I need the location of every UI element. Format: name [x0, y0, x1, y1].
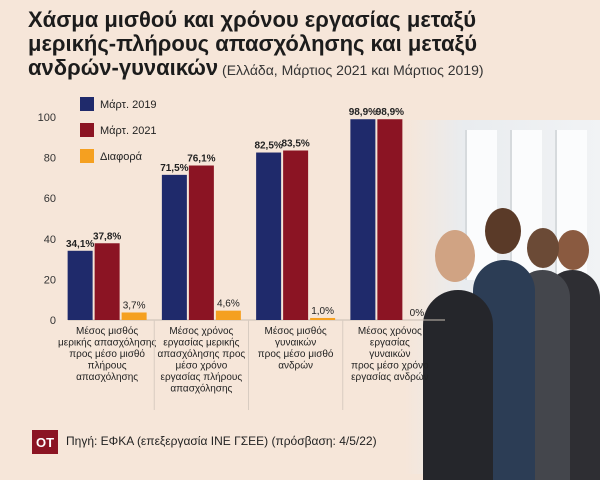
data-label: 0%: [410, 308, 425, 319]
data-label: 1,0%: [311, 306, 334, 317]
data-label: 37,8%: [93, 231, 121, 242]
y-tick-label: 80: [44, 153, 56, 165]
legend-label: Μάρτ. 2021: [100, 125, 157, 137]
x-category-label-line: εργασίας πλήρους: [161, 371, 243, 383]
title-line-3-bold: ανδρών-γυναικών: [28, 55, 219, 80]
x-category-label: Μέσος χρόνος εργασίας μερικής απασχόλησης …: [158, 325, 246, 395]
x-category-label-line: προς μέσο μισθό: [69, 348, 145, 360]
x-category-label-line: γυναικών: [275, 337, 316, 349]
legend-swatch: [80, 123, 94, 137]
data-label: 76,1%: [187, 154, 215, 165]
title-line-1: Χάσμα μισθού και χρόνου εργασίας μεταξύ: [28, 7, 477, 32]
background-photo: [405, 120, 600, 480]
chart-title: Χάσμα μισθού και χρόνου εργασίας μεταξύ …: [28, 8, 588, 82]
x-category-label: Μέσος μισθός μερικής απασχόλησης προς μέσο…: [58, 325, 156, 383]
x-category-label-line: Μέσος χρόνος: [169, 325, 233, 337]
bar: [377, 119, 403, 320]
legend: Μάρτ. 2019 Μάρτ. 2021 Διαφορά: [80, 97, 157, 163]
x-category-label-line: προς μέσο μισθό: [258, 348, 334, 360]
x-category-label-line: μερικής απασχόλησης: [58, 337, 156, 349]
x-category-label-line: προς μέσο χρόνο: [351, 360, 429, 372]
x-category-label-line: Μέσος χρόνος: [358, 325, 422, 337]
bar: [121, 312, 147, 320]
bar: [310, 317, 336, 320]
legend-label: Διαφορά: [100, 151, 143, 163]
data-labels: 34,1%37,8% 3,7% 71,5%76,1% 4,6% 82,5%83,5% 1,…: [66, 107, 424, 319]
data-label: 4,6%: [217, 299, 240, 310]
x-category-label-line: εργασίας μερικής: [163, 337, 239, 349]
data-label: 82,5%: [254, 141, 282, 152]
data-label: 34,1%: [66, 239, 94, 250]
x-category-label-line: γυναικών: [369, 348, 410, 360]
data-label: 71,5%: [160, 163, 188, 174]
y-tick-label: 100: [38, 112, 56, 124]
x-category-label-line: εργασίας: [370, 337, 410, 349]
legend-label: Μάρτ. 2019: [100, 99, 157, 111]
data-label: 98,9%: [349, 107, 377, 118]
person-silhouette: [557, 230, 589, 270]
x-category-label-line: Μέσος μισθός: [265, 325, 327, 337]
bar: [94, 243, 120, 320]
bar: [350, 119, 376, 320]
person-silhouette: [435, 230, 475, 282]
bar: [256, 152, 282, 320]
bar: [283, 150, 309, 320]
chart-subtitle: (Ελλάδα, Μάρτιος 2021 και Μάρτιος 2019): [218, 62, 484, 78]
x-category-label-line: ανδρών: [278, 360, 313, 372]
x-category-label-line: εργασίας ανδρών: [351, 371, 429, 383]
y-tick-label: 0: [50, 315, 56, 327]
y-tick-label: 40: [44, 234, 56, 246]
x-category-label: Μέσος μισθός γυναικών προς μέσο μισθό ανδρώ…: [258, 325, 334, 372]
data-label: 83,5%: [281, 138, 309, 149]
x-category-label-line: απασχόλησης προς: [158, 348, 246, 360]
y-tick-label: 60: [44, 193, 56, 205]
x-category-label-line: απασχόλησης: [76, 371, 138, 383]
data-label: 3,7%: [123, 300, 146, 311]
data-label: 98,9%: [376, 107, 404, 118]
person-silhouette: [527, 228, 559, 268]
person-silhouette: [485, 208, 521, 254]
bar: [188, 165, 214, 320]
x-category-label-line: Μέσος μισθός: [76, 325, 138, 337]
source-note: Πηγή: ΕΦΚΑ (επεξεργασία ΙΝΕ ΓΣΕΕ) (πρόσβ…: [66, 434, 377, 448]
x-category-label: Μέσος χρόνος εργασίας γυναικών προς μέσο χρ…: [351, 325, 429, 383]
publisher-logo: OT: [32, 430, 58, 454]
legend-swatch: [80, 149, 94, 163]
person-silhouette: [423, 290, 493, 480]
x-axis-labels: Μέσος μισθός μερικής απασχόλησης προς μέσο…: [58, 320, 429, 410]
legend-swatch: [80, 97, 94, 111]
bar: [215, 310, 241, 320]
title-line-3: ανδρών-γυναικών (Ελλάδα, Μάρτιος 2021 κα…: [28, 56, 588, 82]
x-category-label-line: μέσο χρόνο: [175, 360, 227, 372]
title-line-2: μερικής-πλήρους απασχόλησης και μεταξύ: [28, 31, 478, 56]
bar: [161, 174, 187, 320]
x-category-label-line: πλήρους: [88, 360, 127, 372]
x-category-label-line: απασχόλησης: [170, 383, 232, 395]
bars: [67, 119, 403, 320]
bar: [67, 250, 93, 320]
y-tick-label: 20: [44, 274, 56, 286]
